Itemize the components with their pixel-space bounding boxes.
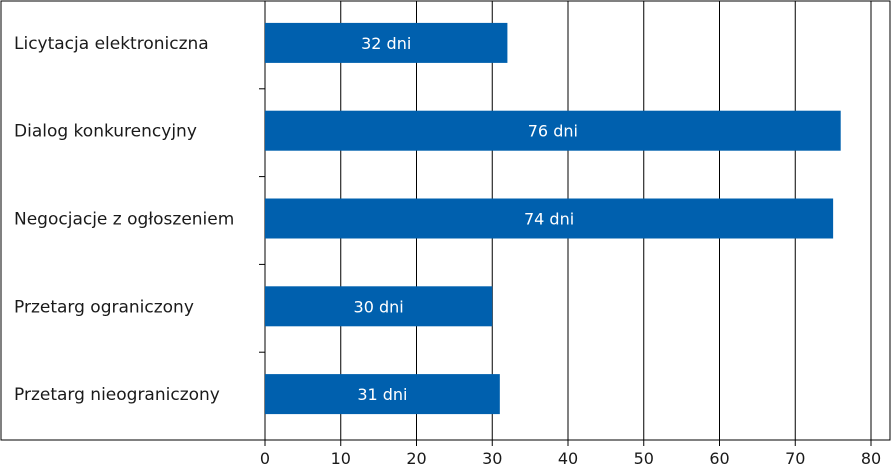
chart-frame	[0, 0, 891, 441]
bar	[265, 110, 841, 151]
category-label: Przetarg ograniczony	[14, 297, 194, 317]
x-tick-label: 10	[331, 449, 351, 468]
x-tick-label: 80	[861, 449, 881, 468]
bar	[265, 374, 500, 415]
x-tick-label: 30	[482, 449, 502, 468]
bar-data-label: 31 dni	[357, 385, 407, 404]
category-label: Dialog konkurencyjny	[14, 122, 197, 142]
x-tick-label: 20	[406, 449, 426, 468]
x-tick-label: 70	[785, 449, 805, 468]
bar	[265, 286, 493, 327]
bar-data-label: 30 dni	[354, 297, 404, 316]
bar	[265, 198, 834, 239]
bar-data-label: 74 dni	[524, 210, 574, 229]
bar	[265, 22, 508, 63]
bar-data-label: 76 dni	[528, 122, 578, 141]
x-tick-label: 50	[634, 449, 654, 468]
category-label: Negocjacje z ogłoszeniem	[14, 210, 234, 230]
category-label: Przetarg nieograniczony	[14, 385, 220, 405]
x-tick-label: 60	[709, 449, 729, 468]
category-label: Licytacja elektroniczna	[14, 34, 209, 54]
x-tick-label: 40	[558, 449, 578, 468]
x-tick-label: 0	[260, 449, 270, 468]
bar-data-label: 32 dni	[361, 34, 411, 53]
